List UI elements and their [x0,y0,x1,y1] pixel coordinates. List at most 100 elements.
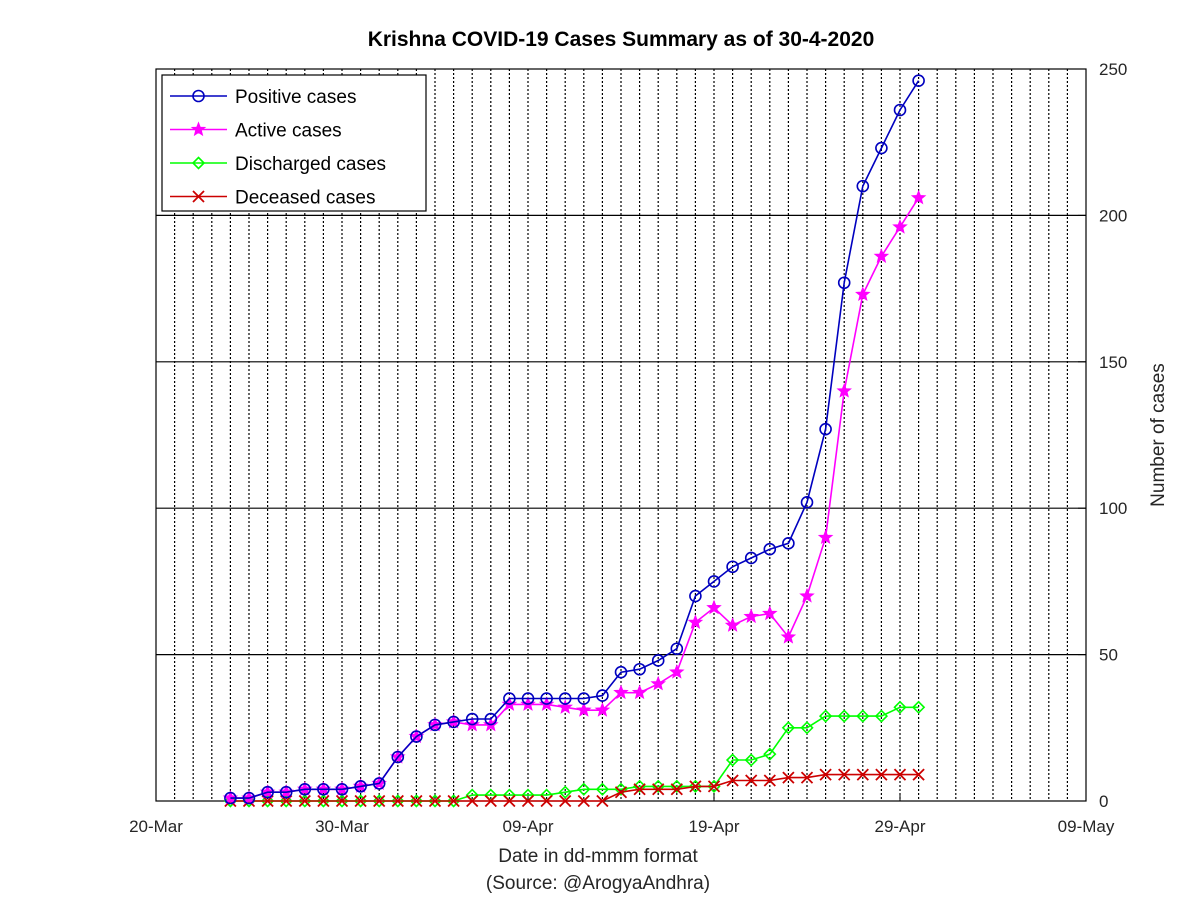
data-point [354,794,367,808]
data-point-stroke [689,780,702,793]
data-point [726,560,739,574]
data-point [261,785,274,799]
data-point [670,783,683,796]
data-point [800,721,814,735]
data-point [521,794,535,808]
data-point-stroke [298,794,311,808]
data-point [577,794,590,808]
data-point [670,642,684,656]
data-point [391,750,405,764]
data-point [817,529,834,544]
data-point [892,219,908,234]
plot-frame [155,68,1087,802]
data-point-stroke [484,794,497,808]
data-point [780,628,797,644]
data-point-stroke [521,794,535,808]
data-point [298,782,312,796]
data-point [911,700,926,714]
legend-box [161,74,427,212]
data-point [763,542,777,556]
data-point [558,692,572,705]
data-point [745,774,758,787]
data-point [873,248,890,263]
data-point-stroke [503,794,516,808]
data-point [559,794,572,808]
data-point-stroke [819,768,832,781]
data-point [596,794,609,808]
data-point [726,774,739,787]
y-tick-label: 0 [1099,792,1108,811]
data-point [855,286,871,301]
data-point [875,141,888,155]
data-point [391,794,405,808]
data-point-stroke [354,794,367,808]
data-point [837,276,851,290]
data-point [782,537,795,550]
data-point [782,771,795,784]
data-point [335,782,349,796]
data-point [353,794,368,808]
data-point [192,89,205,103]
y-tick-label: 200 [1099,206,1127,225]
data-point [372,777,386,790]
data-point [856,709,870,723]
data-point [838,768,851,781]
data-point [633,662,646,676]
x-tick-label: 09-May [1058,817,1115,836]
x-tick-label: 09-Apr [502,817,553,836]
data-point [652,783,665,796]
data-point [317,782,330,796]
data-point [763,747,777,761]
data-point [596,689,609,702]
series-line [230,773,919,802]
data-point [875,768,888,781]
y-tick-label: 250 [1099,60,1127,79]
data-point-stroke [745,774,758,787]
data-point [706,599,722,615]
data-point [819,422,832,436]
data-point [577,782,591,796]
data-point-stroke [875,768,888,781]
x-axis-ticks: 20-Mar 30-Mar 09-Apr 19-Apr 29-Apr 09-May [129,793,1115,836]
data-point-stroke [614,786,628,799]
data-point [391,794,404,808]
data-point-stroke [428,794,442,808]
data-point [335,794,349,808]
data-point [466,794,479,808]
y-axis-ticks: 0 50 100 150 200 250 [1078,60,1127,811]
data-point [447,794,460,808]
data-point [800,496,814,509]
data-point [910,189,927,205]
data-point [521,692,535,705]
data-point-stroke [391,794,404,808]
x-tick-label: 29-Apr [874,817,925,836]
data-point [446,794,461,808]
data-point [298,794,312,808]
data-point [191,156,206,170]
data-point [818,709,833,723]
legend: Positive cases Active cases Discharged cas… [161,74,427,212]
data-point [577,692,591,705]
x-tick-label: 20-Mar [129,817,183,836]
legend-label: Positive cases [235,87,356,108]
data-point [410,794,423,808]
data-point-stroke [540,794,553,808]
data-point [224,791,237,805]
data-point [242,794,256,808]
data-point [503,692,516,705]
data-point-stroke [912,768,925,781]
data-point [484,712,498,726]
data-point [819,768,832,781]
data-point-stroke [559,794,572,808]
y-tick-label: 100 [1099,499,1127,518]
data-point-stroke [447,794,460,808]
data-point [762,605,778,621]
legend-label: Discharged cases [235,154,386,175]
data-point [837,709,851,723]
data-point [576,702,592,717]
data-point [503,794,516,808]
data-point-stroke [652,783,665,796]
data-point [465,712,479,726]
series-layer [222,74,927,808]
data-point [540,794,553,808]
